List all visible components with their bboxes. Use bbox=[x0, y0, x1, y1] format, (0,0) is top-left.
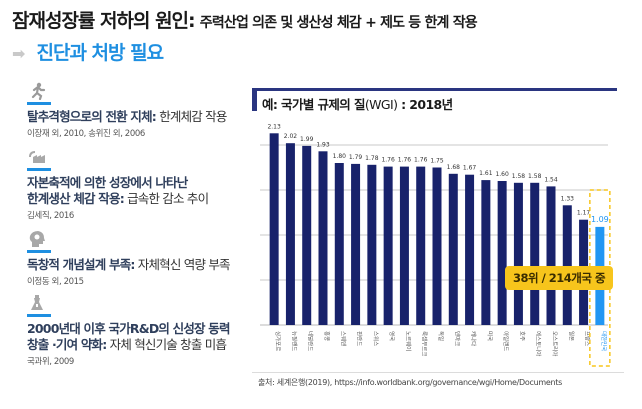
source-note: 출처: 세계은행(2019), https://info.worldbank.o… bbox=[258, 378, 562, 387]
value-label: 1.75 bbox=[430, 158, 444, 165]
bar bbox=[399, 166, 409, 325]
bar bbox=[513, 182, 523, 325]
bar-chart: 2.13 싱가포르 2.02 뉴질랜드 1.99 네덜란드 1.93 홍콩 1.80 스웨덴 1.7… bbox=[260, 123, 611, 367]
category-label: 핀란드 bbox=[356, 331, 364, 346]
category-label: 스위스 bbox=[372, 331, 380, 346]
cause-title: 탈추격형으로의 전환 지체: bbox=[27, 109, 157, 124]
right-arrow-icon: ➡ bbox=[12, 44, 26, 63]
category-label: 룩셈부르크 bbox=[421, 331, 429, 356]
value-label: 1.58 bbox=[512, 173, 526, 180]
rank-annotation-badge: 38위 / 214개국 중 bbox=[505, 266, 614, 290]
category-label: 뉴질랜드 bbox=[290, 331, 298, 351]
value-label: 1.61 bbox=[479, 170, 493, 177]
value-label: 2.13 bbox=[267, 123, 281, 130]
category-label: 독일 bbox=[437, 331, 445, 341]
cause-desc: 자체 혁신기술 창출 미흡 bbox=[106, 337, 227, 352]
cause-title: 2000년대 이후 국가R&D의 신성장 동력 bbox=[27, 321, 231, 336]
bar bbox=[481, 180, 491, 325]
cause-title: 독창적 개념설계 부족: bbox=[27, 257, 135, 272]
category-label: 오스트리아 bbox=[551, 331, 559, 356]
cause-title-line2: 창출 ·기여 약화: bbox=[27, 337, 107, 352]
cause-desc: 한계체감 작용 bbox=[156, 109, 227, 124]
value-label: 1.68 bbox=[447, 164, 461, 171]
bar bbox=[530, 182, 540, 325]
category-label: 호주 bbox=[518, 331, 525, 341]
bar bbox=[367, 164, 377, 325]
subtitle: ➡ 진단과 처방 필요 bbox=[12, 38, 165, 65]
value-label: 1.79 bbox=[349, 154, 363, 161]
cause-title: 자본축적에 의한 성장에서 나타난 bbox=[27, 175, 188, 190]
category-label: 미국 bbox=[486, 331, 494, 341]
running-person-icon bbox=[27, 82, 49, 101]
cause-item: 독창적 개념설계 부족: 자체혁신 역량 부족 이정동 외, 2015 bbox=[27, 230, 257, 287]
cause-reference: 이정동 외, 2015 bbox=[27, 277, 84, 287]
category-label: 캐나다 bbox=[470, 331, 478, 346]
cause-item: 탈추격형으로의 전환 지체: 한계체감 작용 이장재 외, 2010, 송위진 … bbox=[27, 82, 257, 139]
category-label: 덴마크 bbox=[453, 331, 461, 346]
cause-reference: 김세직, 2016 bbox=[27, 211, 74, 221]
chart-title-prefix: 예: 국가별 규제의 질 bbox=[262, 97, 365, 112]
source-divider bbox=[252, 372, 624, 373]
value-label: 1.67 bbox=[463, 165, 477, 172]
category-label: 일본 bbox=[567, 331, 575, 341]
bar bbox=[269, 133, 279, 325]
page-title: 잠재성장률 저하의 원인: 주력산업 의존 및 생산성 체감 + 제도 등 한계… bbox=[12, 6, 478, 33]
value-label: 1.17 bbox=[577, 210, 591, 217]
value-label: 1.99 bbox=[300, 136, 314, 143]
bar bbox=[302, 145, 312, 325]
cause-item: 2000년대 이후 국가R&D의 신성장 동력 창출 ·기여 약화: 자체 혁신기… bbox=[27, 294, 257, 367]
subtitle-text: 진단과 처방 필요 bbox=[36, 42, 165, 64]
category-label: 스웨덴 bbox=[339, 331, 347, 346]
title-main: 잠재성장률 저하의 원인: bbox=[12, 10, 196, 32]
bar bbox=[416, 166, 426, 325]
category-label: 프랑스 bbox=[584, 331, 591, 346]
cause-desc: 자체혁신 역량 부족 bbox=[134, 257, 231, 272]
chart-title: 예: 국가별 규제의 질(WGI) : 2018년 bbox=[262, 94, 453, 113]
category-label: 노르웨이 bbox=[404, 331, 412, 351]
title-sub: 주력산업 의존 및 생산성 체감 + 제도 등 한계 작용 bbox=[199, 15, 478, 31]
chart-title-wgi: (WGI) bbox=[364, 97, 398, 112]
category-label: 네덜란드 bbox=[307, 331, 315, 351]
bar bbox=[562, 205, 572, 325]
bar bbox=[318, 151, 328, 325]
head-lightbulb-icon bbox=[27, 230, 49, 248]
value-label: 1.93 bbox=[316, 141, 330, 148]
value-label: 1.09 bbox=[591, 215, 609, 224]
bar bbox=[448, 173, 458, 325]
value-label: 1.76 bbox=[414, 157, 428, 164]
bar bbox=[351, 163, 361, 325]
category-label: 에스토니아 bbox=[535, 331, 543, 356]
chart-title-suffix: : 2018년 bbox=[397, 97, 453, 112]
cause-item: 자본축적에 의한 성장에서 나타난 한계생산 체감 작용: 급속한 감소 추이 김… bbox=[27, 148, 257, 221]
bar bbox=[383, 166, 393, 325]
value-label: 2.02 bbox=[284, 133, 298, 140]
bar bbox=[334, 163, 344, 325]
category-label: 싱가포르 bbox=[274, 331, 282, 351]
bar bbox=[546, 186, 556, 325]
value-label: 1.76 bbox=[381, 157, 395, 164]
bar bbox=[497, 181, 507, 325]
value-label: 1.54 bbox=[544, 176, 558, 183]
value-label: 1.58 bbox=[528, 173, 542, 180]
category-label: 홍콩 bbox=[323, 331, 331, 341]
cause-reference: 국과위, 2009 bbox=[27, 357, 74, 367]
value-label: 1.60 bbox=[495, 171, 509, 178]
bar bbox=[432, 167, 442, 325]
value-label: 1.78 bbox=[365, 155, 379, 162]
value-label: 1.76 bbox=[398, 157, 412, 164]
cause-desc: 급속한 감소 추이 bbox=[123, 191, 209, 206]
bar bbox=[465, 174, 475, 325]
chart-frame bbox=[252, 88, 617, 111]
cause-reference: 이장재 외, 2010, 송위진 외, 2006 bbox=[27, 129, 145, 139]
bar bbox=[285, 143, 295, 325]
category-label: 아일랜드 bbox=[502, 331, 510, 351]
category-label: 영국 bbox=[388, 331, 396, 341]
value-label: 1.33 bbox=[561, 195, 575, 202]
cause-title-line2: 한계생산 체감 작용: bbox=[27, 191, 125, 206]
value-label: 1.80 bbox=[333, 153, 347, 160]
factory-icon bbox=[27, 148, 49, 166]
category-label: 대한민국 bbox=[600, 331, 608, 351]
lab-flask-icon bbox=[27, 294, 49, 312]
